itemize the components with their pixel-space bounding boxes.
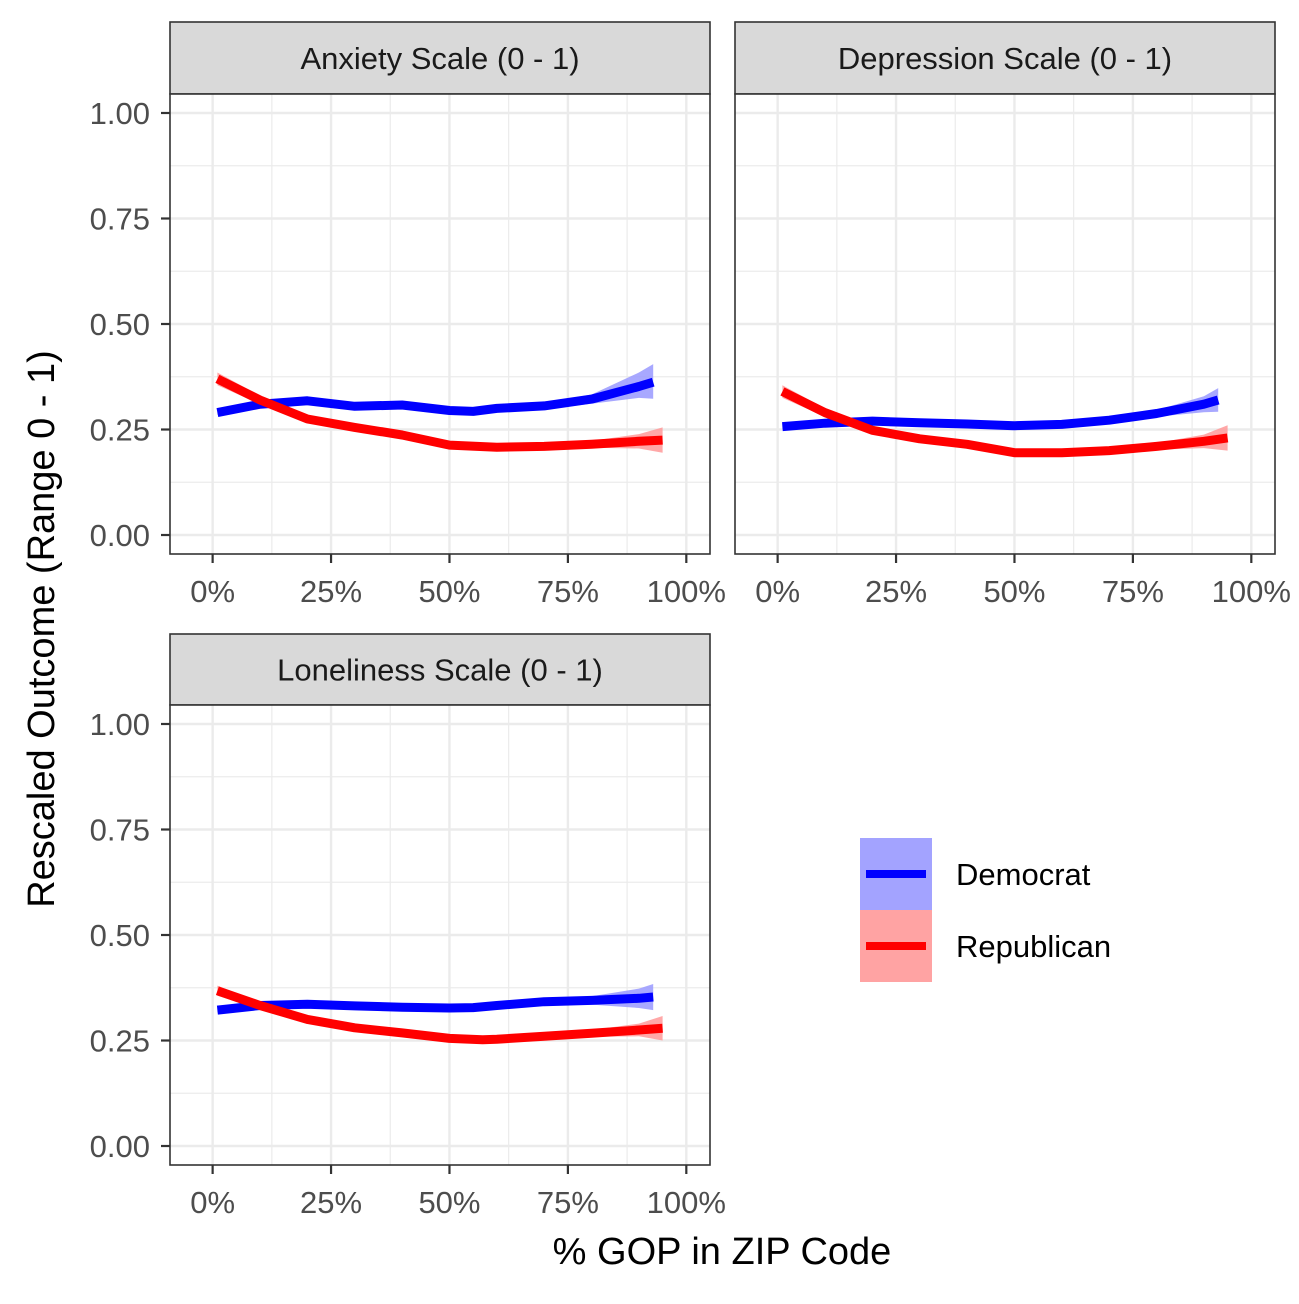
- panel-3: Loneliness Scale (0 - 1) 0% 25% 50% 75% 100% 0…: [90, 633, 726, 1220]
- x-tick-label: 25%: [300, 574, 362, 609]
- y-tick-label: 0.25: [90, 413, 150, 448]
- x-tick-label: 25%: [300, 1185, 362, 1220]
- facet-strip: [734, 21, 1276, 95]
- facet-title: Depression Scale (0 - 1): [838, 41, 1172, 76]
- confidence-band-republican: [782, 385, 1228, 456]
- y-tick-label: 0.00: [90, 518, 150, 553]
- x-tick-label: 100%: [647, 1185, 726, 1220]
- legend: Democrat Republican: [860, 838, 1111, 982]
- x-tick-label: 0%: [190, 574, 235, 609]
- panel-border: [734, 93, 1276, 555]
- series-line-republican: [215, 986, 663, 1045]
- y-tick-label: 0.75: [90, 201, 150, 236]
- y-tick-label: 0.50: [90, 918, 150, 953]
- y-tick-label: 1.00: [90, 707, 150, 742]
- facet-strip: [169, 633, 711, 706]
- grid: [170, 94, 710, 554]
- y-tick-label: 0.75: [90, 812, 150, 847]
- x-tick-label: 75%: [1102, 574, 1164, 609]
- x-tick-label: 100%: [1212, 574, 1291, 609]
- facet-strip: [169, 21, 711, 95]
- x-tick-label: 75%: [537, 1185, 599, 1220]
- panel-2: Depression Scale (0 - 1) 0% 25% 50% 75% 100%: [734, 21, 1291, 609]
- y-tick-label: 0.50: [90, 307, 150, 342]
- x-tick-label: 0%: [755, 574, 800, 609]
- panel-1: Anxiety Scale (0 - 1) 0% 25% 50% 75% 100% 0.00…: [90, 21, 726, 609]
- x-tick-label: 100%: [647, 574, 726, 609]
- x-tick-label: 0%: [190, 1185, 235, 1220]
- legend-item-democrat: Democrat: [860, 838, 1091, 910]
- legend-label: Democrat: [956, 857, 1091, 892]
- x-axis-title: % GOP in ZIP Code: [553, 1231, 892, 1273]
- y-tick-label: 0.00: [90, 1129, 150, 1164]
- series-line-republican: [780, 387, 1229, 458]
- facet-title: Anxiety Scale (0 - 1): [300, 41, 579, 76]
- grid: [170, 705, 710, 1165]
- y-axis-title: Rescaled Outcome (Range 0 - 1): [21, 350, 63, 908]
- facet-title: Loneliness Scale (0 - 1): [277, 653, 603, 688]
- series-line-republican: [215, 374, 663, 452]
- legend-item-republican: Republican: [860, 910, 1111, 982]
- series-line-democrat: [216, 992, 654, 1015]
- series-line-democrat: [216, 377, 655, 418]
- y-tick-label: 0.25: [90, 1024, 150, 1059]
- y-tick-label: 1.00: [90, 96, 150, 131]
- x-tick-label: 50%: [418, 574, 480, 609]
- legend-label: Republican: [956, 929, 1111, 964]
- x-tick-label: 50%: [418, 1185, 480, 1220]
- x-tick-label: 50%: [983, 574, 1045, 609]
- x-tick-label: 75%: [537, 574, 599, 609]
- x-tick-label: 25%: [865, 574, 927, 609]
